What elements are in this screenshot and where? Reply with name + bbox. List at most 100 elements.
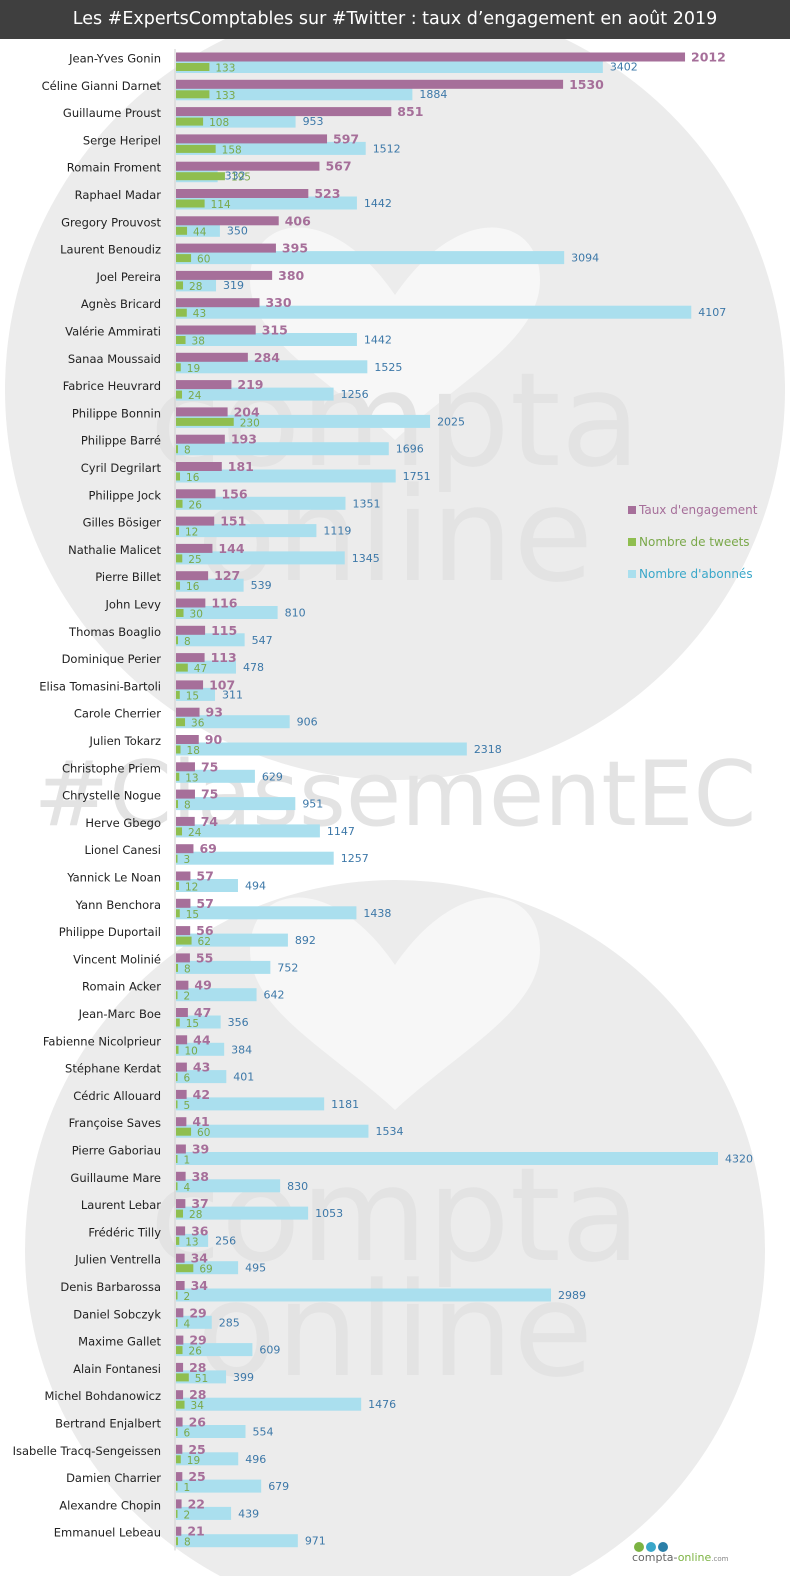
label-abonnes: 285 [219,1316,240,1329]
label-abonnes: 401 [233,1071,254,1084]
label-tweets: 8 [184,800,191,812]
bar-tweets [176,172,225,181]
label-tweets: 4 [184,1182,191,1194]
category-label: Laurent Lebar [81,1198,161,1212]
bar-abonnes [176,824,320,838]
label-engagement: 219 [237,377,263,392]
label-engagement: 90 [205,732,223,747]
label-abonnes: 951 [302,798,323,811]
bar-engagement [176,1499,182,1509]
bar-tweets [176,1127,192,1136]
bar-tweets [176,1537,179,1546]
label-engagement: 395 [282,241,308,256]
category-label: Cyril Degrilart [81,461,162,475]
category-label: Guillaume Proust [63,106,162,120]
bar-abonnes [176,278,217,292]
bar-engagement [176,1062,187,1072]
label-tweets: 8 [184,636,191,648]
label-tweets: 15 [186,690,199,702]
label-engagement: 156 [221,486,247,501]
label-engagement: 193 [231,432,257,447]
bar-tweets [176,527,180,536]
label-engagement: 144 [218,541,244,556]
label-engagement: 151 [220,514,246,529]
label-engagement: 42 [193,1087,210,1102]
category-label: Frédéric Tilly [88,1225,161,1239]
label-abonnes: 1257 [341,852,369,865]
label-abonnes: 1512 [373,142,401,155]
bar-engagement [176,1144,186,1154]
bar-tweets [176,1155,178,1163]
label-abonnes: 399 [233,1371,254,1384]
label-tweets: 8 [184,445,191,457]
label-abonnes: 2989 [558,1289,586,1302]
label-tweets: 60 [197,1127,210,1139]
label-abonnes: 332 [225,170,246,183]
category-label: Maxime Gallet [78,1335,161,1349]
label-abonnes: 1147 [327,825,355,838]
label-tweets: 28 [189,281,202,293]
legend-swatch [628,538,636,546]
bar-engagement [176,325,256,335]
label-tweets: 28 [189,1209,202,1221]
bar-abonnes [176,1534,298,1548]
bar-engagement [176,107,392,117]
bar-engagement [176,516,215,526]
bar-engagement [176,380,232,390]
category-label: Yannick Le Noan [66,871,161,885]
bar-abonnes [176,578,244,592]
bar-abonnes [176,879,238,892]
bar-tweets [176,199,205,208]
category-label: Emmanuel Lebeau [54,1526,161,1540]
bar-abonnes [176,660,236,674]
label-abonnes: 2318 [474,743,502,756]
bar-engagement [176,926,191,936]
label-abonnes: 356 [228,1016,249,1029]
label-tweets: 2 [184,1291,191,1303]
label-tweets: 62 [198,936,211,948]
bar-tweets [176,1455,181,1464]
bar-engagement [176,270,273,280]
bar-engagement [176,134,328,144]
label-engagement: 38 [192,1169,209,1184]
category-label: Damien Charrier [66,1471,161,1485]
label-abonnes: 539 [251,579,272,592]
label-tweets: 133 [215,63,235,75]
category-label: Guillaume Mare [70,1171,161,1185]
category-label: Serge Heripel [83,133,161,147]
logo-main: compta- [632,1551,678,1564]
category-label: Alain Fontanesi [73,1362,161,1376]
bar-abonnes [176,1179,281,1193]
bar-abonnes [176,1124,369,1138]
bar-abonnes [176,715,290,729]
label-abonnes: 350 [227,224,248,237]
category-label: Jean-Yves Gonin [68,52,161,66]
label-abonnes: 1442 [364,334,392,347]
bar-tweets [176,336,186,344]
label-engagement: 330 [265,295,291,310]
bar-engagement [176,844,194,854]
label-abonnes: 2025 [437,415,465,428]
bar-tweets [176,772,180,781]
label-abonnes: 384 [231,1043,252,1056]
label-tweets: 16 [186,472,200,484]
bar-engagement [176,953,190,963]
bar-abonnes [176,633,245,647]
label-engagement: 34 [191,1278,209,1293]
label-abonnes: 4107 [698,306,726,319]
label-abonnes: 1256 [341,388,369,401]
label-abonnes: 256 [215,1234,236,1247]
label-abonnes: 1345 [352,552,380,565]
category-label: John Levy [104,598,161,612]
bar-abonnes [176,333,357,346]
category-label: Joel Pereira [96,270,161,284]
label-tweets: 8 [184,1537,191,1549]
label-abonnes: 609 [259,1344,280,1357]
category-label: Daniel Sobczyk [73,1307,161,1321]
label-abonnes: 478 [243,661,264,674]
label-tweets: 25 [188,554,201,566]
label-abonnes: 1525 [374,361,402,374]
label-tweets: 2 [184,991,191,1003]
label-abonnes: 906 [297,716,318,729]
label-tweets: 1 [184,1155,191,1167]
